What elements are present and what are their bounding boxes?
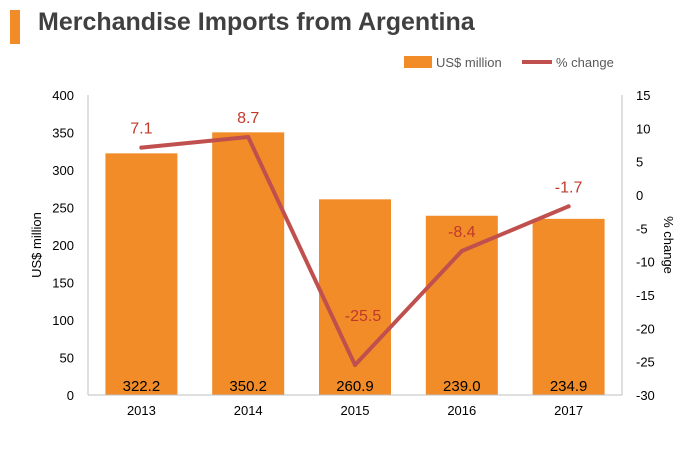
bar-value-label: 239.0 <box>443 378 481 395</box>
y-tick-label: 300 <box>52 163 74 178</box>
title-accent-bar <box>10 10 20 44</box>
pct-change-point <box>353 363 357 367</box>
x-tick-label: 2017 <box>554 403 583 418</box>
legend-label-bar: US$ million <box>436 55 502 70</box>
y2-tick-label: -5 <box>636 221 648 236</box>
y2-tick-label: 5 <box>636 155 643 170</box>
pct-change-label: -25.5 <box>345 308 382 325</box>
y-tick-label: 400 <box>52 88 74 103</box>
pct-change-point <box>459 249 464 253</box>
pct-change-label: 7.1 <box>130 121 152 138</box>
y2-axis-title: % change <box>661 216 676 274</box>
y-tick-label: 50 <box>60 351 74 366</box>
x-tick-label: 2013 <box>127 403 156 418</box>
y2-tick-label: -10 <box>636 255 655 270</box>
bar-2014 <box>212 132 285 395</box>
axes-group: 050100150200250300350400-30-25-20-15-10-… <box>52 88 655 418</box>
bar-value-label: 350.2 <box>229 378 267 395</box>
y-tick-label: 100 <box>52 313 74 328</box>
y-tick-label: 0 <box>67 388 74 403</box>
legend-label-line: % change <box>556 55 614 70</box>
y-tick-label: 150 <box>52 276 74 291</box>
line-series-group: 7.1 8.7 -25.5 -8.4 -1.7 <box>130 110 582 367</box>
bars-group: 322.2 350.2 260.9 239.0 234.9 <box>105 132 605 395</box>
x-tick-label: 2016 <box>447 403 476 418</box>
pct-change-label: -1.7 <box>555 179 583 196</box>
x-tick-label: 2014 <box>234 403 263 418</box>
bar-value-label: 260.9 <box>336 378 374 395</box>
legend: US$ million % change <box>404 55 614 70</box>
legend-swatch-bar <box>404 56 432 68</box>
y-axis-title: US$ million <box>29 212 44 278</box>
y2-tick-label: -20 <box>636 321 655 336</box>
x-tick-label: 2015 <box>341 403 370 418</box>
pct-change-label: -8.4 <box>448 224 476 241</box>
bar-value-label: 322.2 <box>123 378 161 395</box>
bar-2016 <box>425 215 498 395</box>
bar-2013 <box>105 153 178 395</box>
pct-change-label: 8.7 <box>237 110 259 127</box>
chart-title: Merchandise Imports from Argentina <box>38 8 475 36</box>
pct-change-point <box>566 204 571 209</box>
y2-tick-label: 10 <box>636 121 650 136</box>
y-tick-label: 200 <box>52 238 74 253</box>
y2-tick-label: -15 <box>636 288 655 303</box>
y-tick-label: 350 <box>52 126 74 141</box>
pct-change-point <box>246 135 251 139</box>
bar-value-label: 234.9 <box>550 378 588 395</box>
y-tick-label: 250 <box>52 201 74 216</box>
y2-tick-label: -30 <box>636 388 655 403</box>
y2-tick-label: -25 <box>636 355 655 370</box>
pct-change-point <box>139 145 144 150</box>
y2-tick-label: 0 <box>636 188 643 203</box>
bar-2017 <box>532 218 605 395</box>
y2-tick-label: 15 <box>636 88 650 103</box>
